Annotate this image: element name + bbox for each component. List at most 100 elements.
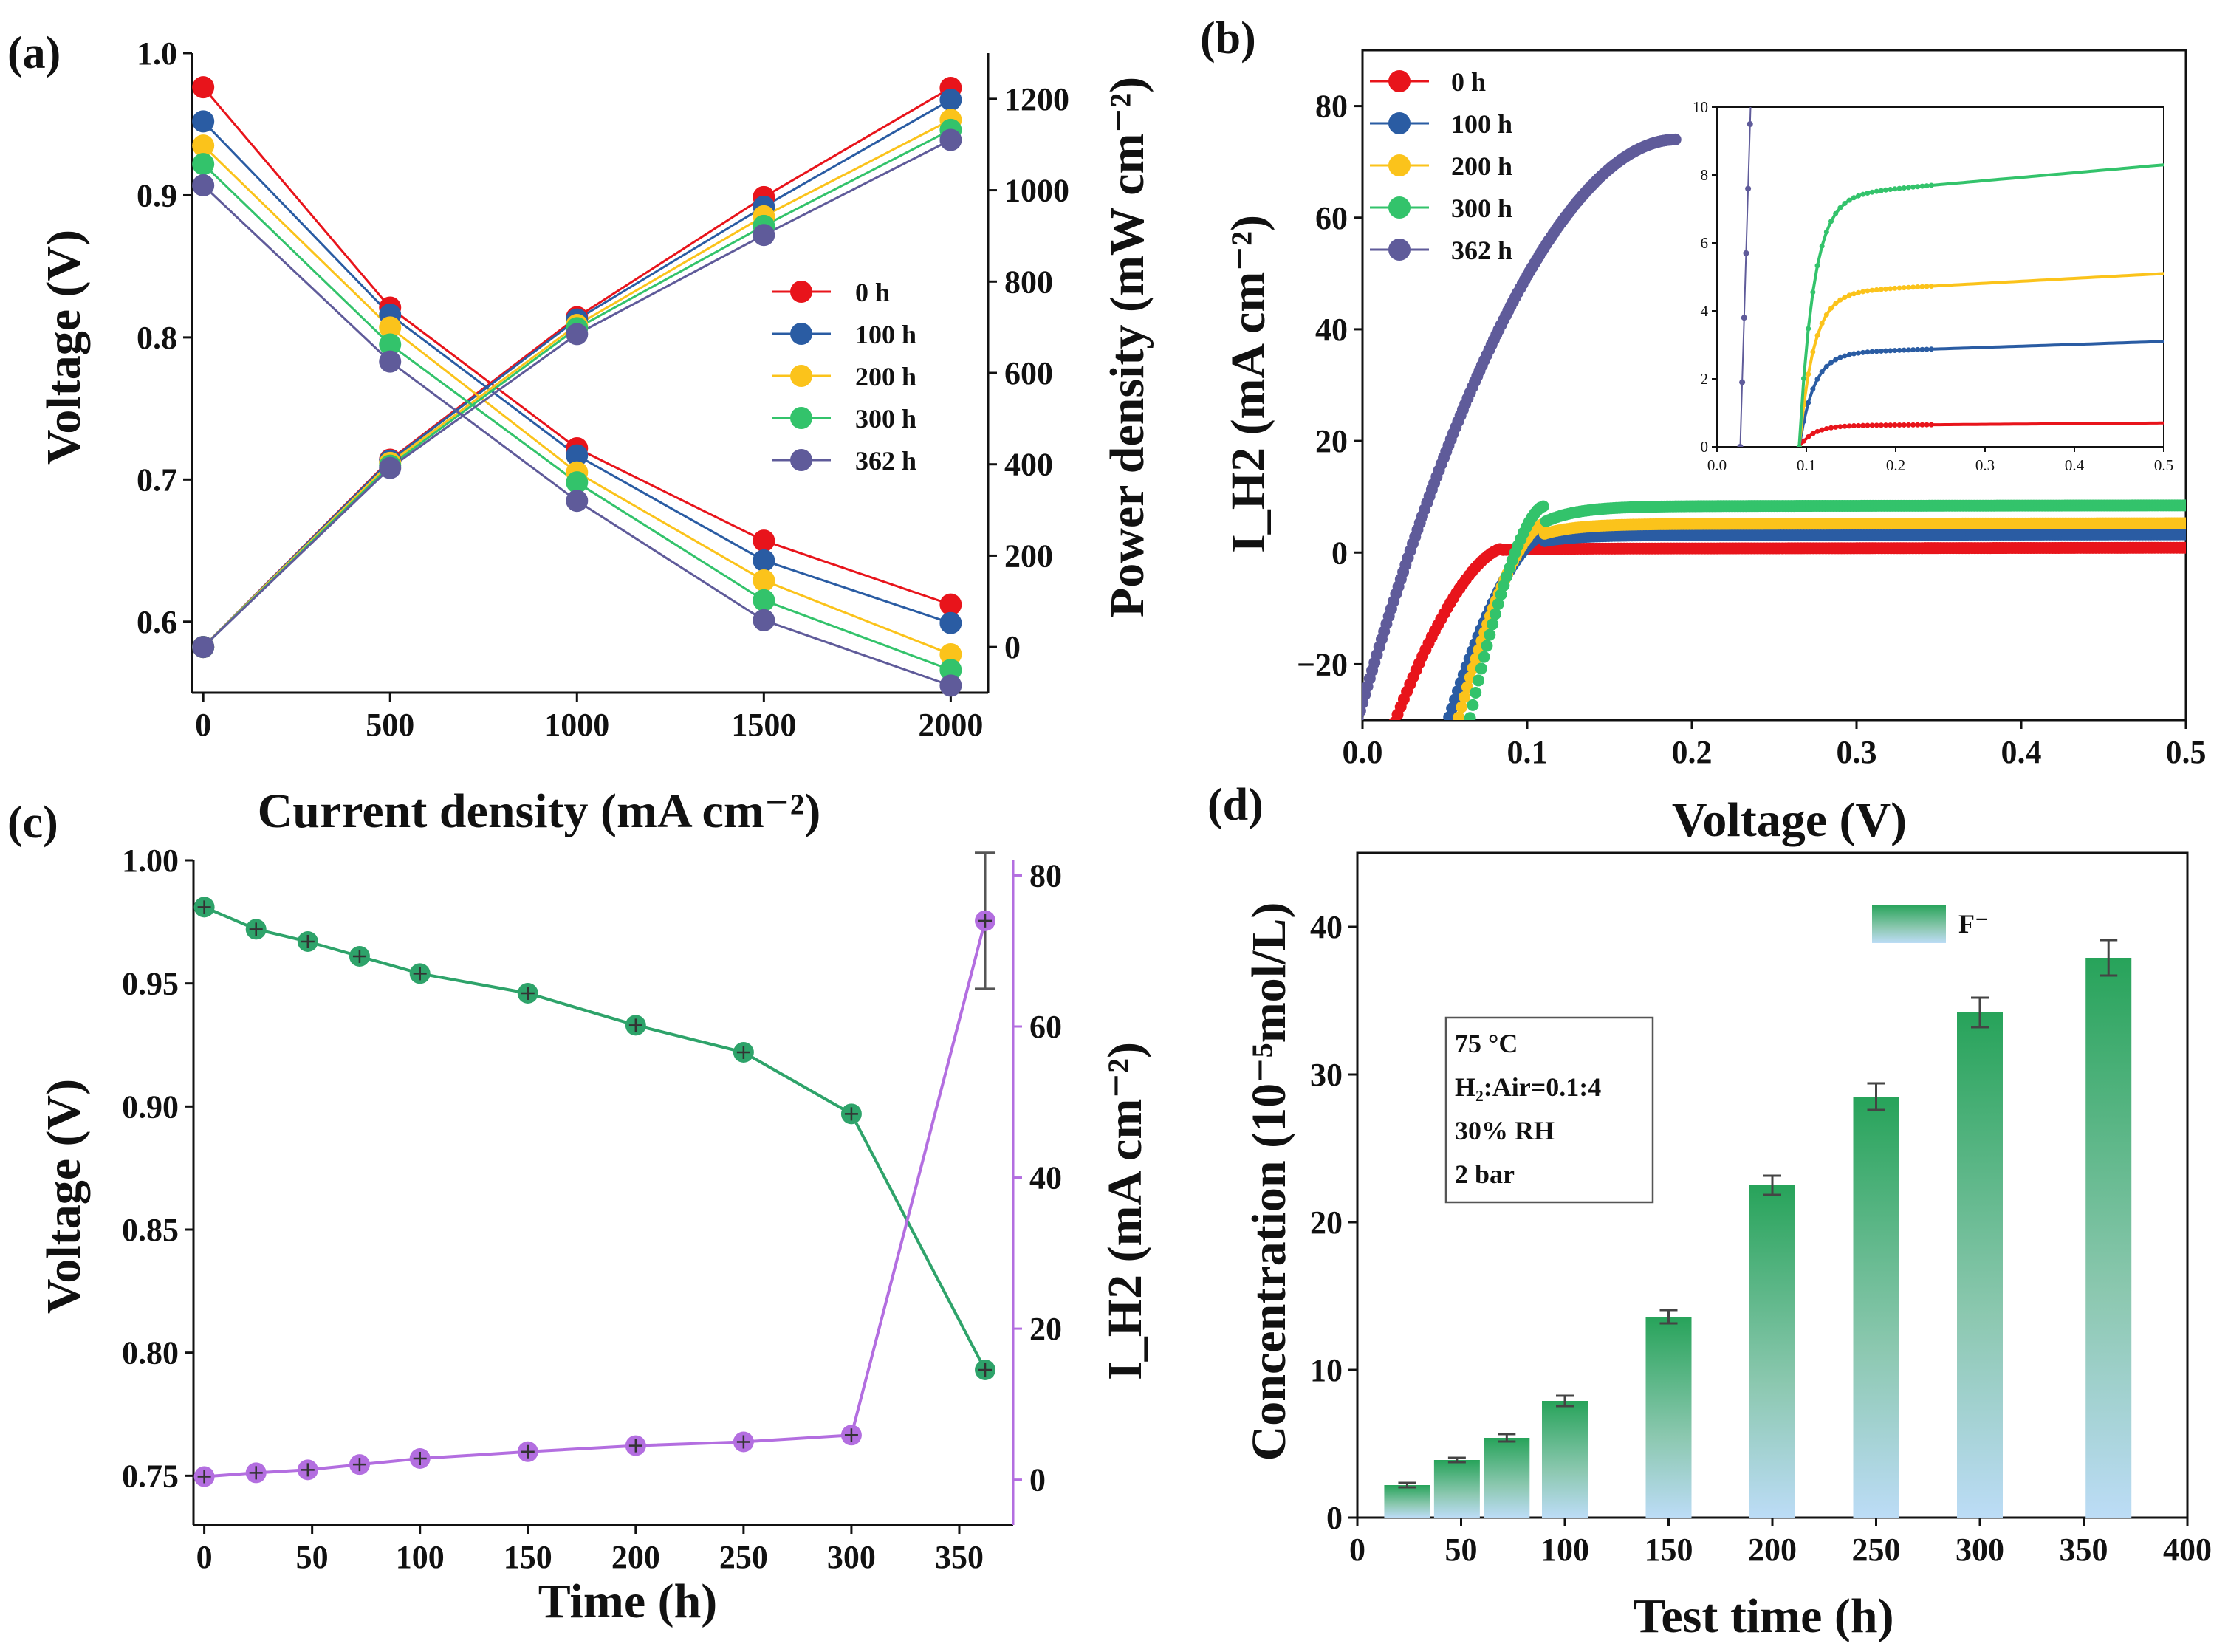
b-data-point: [1447, 795, 1459, 807]
a-voltage-point: [566, 490, 589, 513]
a-ytick-label: 0.6: [137, 604, 177, 640]
a-voltage-point: [939, 659, 962, 682]
a-voltage-point: [566, 471, 589, 494]
d-xtick-label: 400: [2163, 1532, 2212, 1568]
b-data-point: [1447, 733, 1459, 744]
d-annotation-line: 75 °C: [1455, 1029, 1518, 1058]
b-data-point: [1432, 748, 1444, 760]
b-legend-marker: [1388, 70, 1411, 92]
b-data-point: [1437, 730, 1449, 741]
b-data-point: [1429, 758, 1441, 770]
b-data-point: [1475, 662, 1487, 675]
a-voltage-line: [202, 163, 951, 671]
b-data-point: [1461, 681, 1473, 693]
b-data-point: [1495, 589, 1507, 601]
c-xtick-label: 50: [296, 1539, 329, 1575]
c-ytick-label: 1.00: [122, 843, 179, 879]
d-bar: [1645, 1317, 1692, 1518]
b-data-point: [1439, 767, 1450, 778]
panel-d-chart: 0 50 100 150 200 250 300 350 400 0 10 20 30 40 F⁻ 75 °C…: [1310, 851, 2212, 1568]
b-plot-area: [1343, 133, 2186, 807]
b-data-point: [1459, 690, 1471, 703]
b-xtick-label: 0.2: [1672, 734, 1713, 770]
c-ytick-label: 0.85: [122, 1212, 179, 1248]
a-power-line: [202, 86, 952, 648]
b-data-point: [1385, 724, 1397, 736]
b-data-point: [1453, 767, 1464, 778]
c-point-cross: [844, 1107, 858, 1121]
a-voltage-point: [939, 611, 962, 634]
a-voltage-point: [192, 110, 215, 133]
c-point-cross: [249, 922, 263, 936]
a-power-point: [192, 636, 215, 659]
c-point-cross: [413, 967, 427, 981]
a-power-point: [566, 323, 589, 346]
c-point-cross: [628, 1439, 642, 1453]
b-data-point: [2180, 517, 2186, 529]
a-voltage-point: [753, 549, 775, 572]
d-xlabel: Test time (h): [1633, 1589, 1893, 1643]
c-ytick-label: 0.80: [122, 1335, 179, 1371]
b-inset-point: [1747, 121, 1753, 127]
b-legend-label: 362 h: [1451, 236, 1512, 265]
c-xtick-label: 300: [827, 1539, 876, 1575]
a-power-line: [202, 98, 952, 648]
a-xtick-label: 1500: [731, 707, 796, 743]
b-legend-label: 200 h: [1451, 151, 1512, 181]
b-legend-marker: [1388, 154, 1411, 176]
b-data-point: [1459, 738, 1470, 750]
b-inset-point: [1741, 315, 1747, 321]
a-ytick-label: 0.9: [137, 177, 177, 213]
d-bar: [1484, 1438, 1530, 1518]
c-ytick2-label: 0: [1029, 1462, 1046, 1498]
c-line: [203, 905, 987, 1371]
b-data-point: [1426, 768, 1438, 780]
b-data-point: [1669, 133, 1682, 145]
b-inset-xtick-label: 0.2: [1886, 456, 1905, 474]
b-ytick-label: 20: [1315, 423, 1348, 459]
b-inset-plot: [1737, 107, 2164, 447]
d-annotation-line: 30% RH: [1455, 1116, 1555, 1145]
d-bar: [1957, 1012, 2003, 1518]
b-inset-ytick-label: 2: [1701, 370, 1709, 388]
a-power-point: [939, 128, 962, 151]
d-annotation-line: 2 bar: [1455, 1159, 1515, 1189]
b-data-point: [1467, 699, 1479, 711]
b-legend-label: 100 h: [1451, 109, 1512, 139]
b-data-point: [1347, 714, 1359, 726]
b-ytick-label: 60: [1315, 200, 1348, 236]
panel-c-chart: 0 50 100 150 200 250 300 3500.750.800.850.900.9…: [122, 843, 1062, 1575]
d-xtick-label: 300: [1956, 1532, 2004, 1568]
c-ylabel-right: I_H2 (mA cm⁻²): [1098, 1042, 1152, 1380]
b-inset-xtick-label: 0.3: [1975, 456, 1995, 474]
a-legend-label: 200 h: [855, 362, 916, 391]
a-voltage-point: [939, 593, 962, 616]
b-data-point: [1345, 714, 1357, 726]
a-ytick2-label: 200: [1004, 538, 1053, 574]
b-inset-ytick-label: 10: [1693, 98, 1708, 116]
a-voltage-point: [192, 174, 215, 196]
c-point-cross: [736, 1435, 750, 1449]
b-xtick-label: 0.5: [2166, 734, 2207, 770]
b-inset-line: [1797, 272, 2164, 447]
c-point-cross: [352, 1458, 366, 1472]
a-voltage-point: [753, 609, 775, 631]
b-data-point: [1456, 701, 1468, 713]
a-legend-marker: [790, 407, 812, 429]
b-inset-point: [1737, 444, 1744, 447]
a-power-point: [379, 456, 402, 479]
a-voltage-point: [939, 674, 962, 697]
a-legend-label: 0 h: [855, 278, 890, 307]
b-inset-line: [1797, 421, 2164, 447]
c-point-cross: [521, 1444, 535, 1459]
d-bar: [2085, 958, 2132, 1518]
d-xtick-label: 0: [1349, 1532, 1365, 1568]
b-data-point: [1456, 753, 1467, 764]
c-point-cross: [521, 987, 535, 1000]
a-voltage-point: [379, 350, 402, 373]
b-data-point: [1343, 714, 1354, 726]
b-inset-xtick-label: 0.0: [1707, 456, 1727, 474]
a-xlabel: Current density (mA cm⁻²): [258, 784, 821, 838]
panel-label-a: (a): [7, 28, 61, 78]
b-inset-point: [1739, 379, 1746, 385]
